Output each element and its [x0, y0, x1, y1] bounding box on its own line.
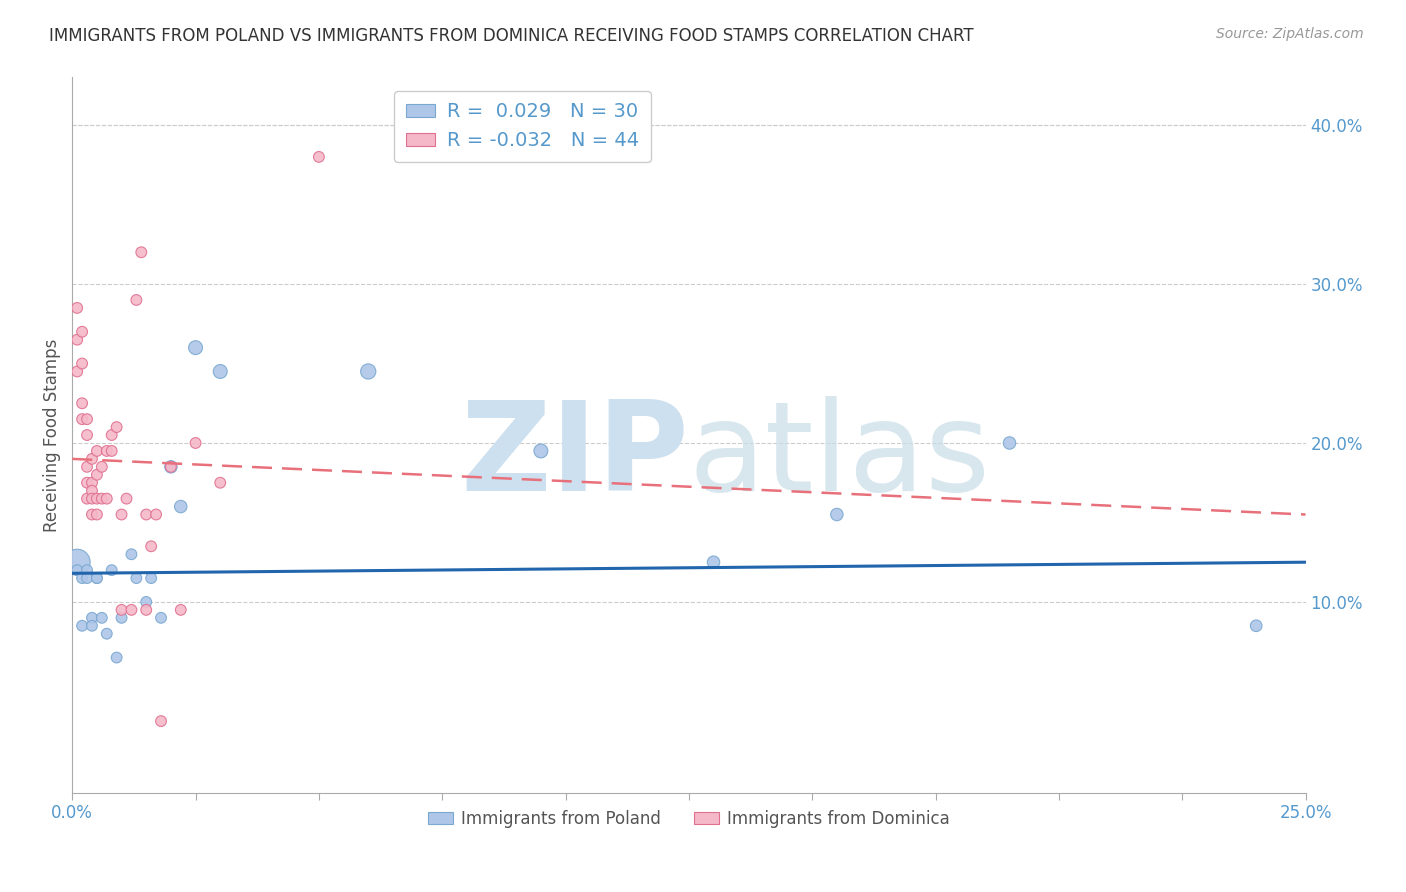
- Point: [110, 508, 132, 522]
- Point: [209, 364, 232, 378]
- Point: [120, 547, 142, 561]
- Point: [184, 341, 207, 355]
- Point: [90, 491, 112, 506]
- Text: IMMIGRANTS FROM POLAND VS IMMIGRANTS FROM DOMINICA RECEIVING FOOD STAMPS CORRELA: IMMIGRANTS FROM POLAND VS IMMIGRANTS FRO…: [49, 27, 974, 45]
- Point: [135, 508, 157, 522]
- Point: [80, 483, 103, 498]
- Point: [145, 508, 167, 522]
- Point: [66, 301, 89, 315]
- Point: [135, 603, 157, 617]
- Point: [76, 412, 98, 426]
- Point: [105, 650, 128, 665]
- Point: [135, 595, 157, 609]
- Y-axis label: Receiving Food Stamps: Receiving Food Stamps: [44, 338, 60, 532]
- Point: [70, 571, 93, 585]
- Point: [66, 333, 89, 347]
- Point: [66, 555, 89, 569]
- Point: [141, 571, 163, 585]
- Point: [86, 571, 108, 585]
- Text: atlas: atlas: [689, 396, 991, 517]
- Point: [141, 539, 163, 553]
- Point: [80, 508, 103, 522]
- Point: [125, 571, 148, 585]
- Point: [160, 459, 183, 474]
- Point: [184, 436, 207, 450]
- Point: [100, 428, 122, 442]
- Point: [96, 491, 118, 506]
- Point: [105, 420, 128, 434]
- Point: [115, 491, 138, 506]
- Point: [86, 444, 108, 458]
- Point: [70, 357, 93, 371]
- Point: [76, 475, 98, 490]
- Point: [70, 619, 93, 633]
- Point: [209, 475, 232, 490]
- Point: [80, 611, 103, 625]
- Point: [86, 467, 108, 482]
- Point: [76, 428, 98, 442]
- Point: [86, 491, 108, 506]
- Point: [160, 459, 183, 474]
- Point: [170, 500, 193, 514]
- Text: Source: ZipAtlas.com: Source: ZipAtlas.com: [1216, 27, 1364, 41]
- Point: [66, 563, 89, 577]
- Point: [76, 491, 98, 506]
- Point: [80, 491, 103, 506]
- Point: [150, 611, 173, 625]
- Point: [129, 245, 152, 260]
- Point: [1244, 619, 1267, 633]
- Point: [170, 603, 193, 617]
- Point: [357, 364, 380, 378]
- Text: ZIP: ZIP: [460, 396, 689, 517]
- Point: [70, 325, 93, 339]
- Point: [530, 444, 553, 458]
- Point: [308, 150, 330, 164]
- Point: [998, 436, 1021, 450]
- Point: [110, 603, 132, 617]
- Point: [80, 451, 103, 466]
- Point: [80, 619, 103, 633]
- Point: [825, 508, 848, 522]
- Point: [66, 364, 89, 378]
- Point: [125, 293, 148, 307]
- Point: [70, 396, 93, 410]
- Point: [86, 508, 108, 522]
- Point: [702, 555, 724, 569]
- Point: [150, 714, 173, 728]
- Legend: Immigrants from Poland, Immigrants from Dominica: Immigrants from Poland, Immigrants from …: [420, 803, 957, 834]
- Point: [120, 603, 142, 617]
- Point: [96, 626, 118, 640]
- Point: [86, 571, 108, 585]
- Point: [76, 571, 98, 585]
- Point: [110, 611, 132, 625]
- Point: [76, 563, 98, 577]
- Point: [100, 563, 122, 577]
- Point: [76, 459, 98, 474]
- Point: [90, 611, 112, 625]
- Point: [100, 444, 122, 458]
- Point: [96, 444, 118, 458]
- Point: [80, 475, 103, 490]
- Point: [70, 412, 93, 426]
- Point: [90, 459, 112, 474]
